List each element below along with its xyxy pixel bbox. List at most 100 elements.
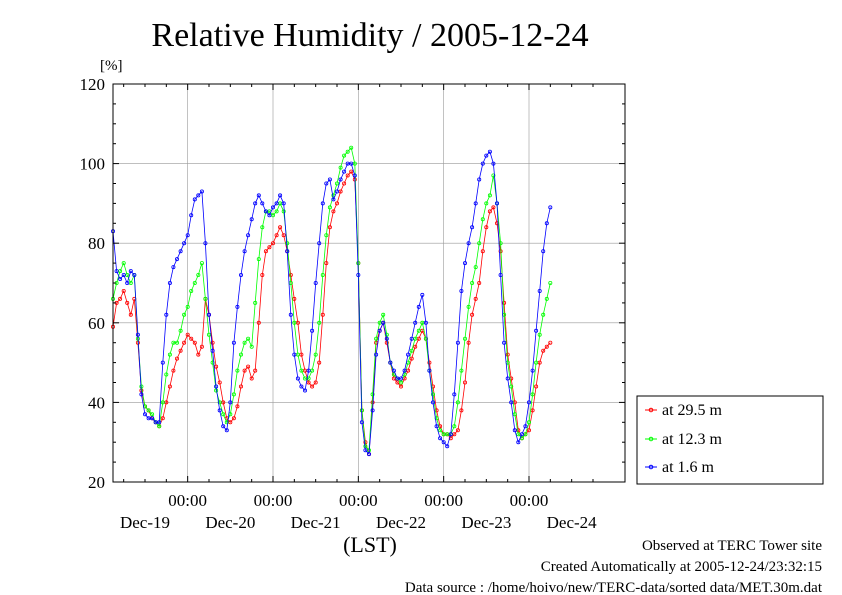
data-point (527, 400, 532, 405)
legend-label-1m: at 1.6 m (662, 459, 715, 476)
data-point (370, 408, 375, 413)
data-point (285, 241, 290, 246)
data-point (313, 380, 318, 385)
data-point (324, 261, 329, 266)
data-point (160, 416, 165, 421)
data-point (441, 440, 446, 445)
data-point (345, 173, 350, 178)
data-point (199, 344, 204, 349)
data-point (167, 352, 172, 357)
x-day-label: Dec-22 (376, 513, 426, 532)
data-point (118, 276, 123, 281)
data-point (231, 340, 236, 345)
data-point (238, 272, 243, 277)
x-time-label: 00:00 (254, 491, 293, 510)
x-time-label: 00:00 (510, 491, 549, 510)
data-point (224, 420, 229, 425)
data-point (473, 296, 478, 301)
data-point (267, 245, 272, 250)
data-point (210, 340, 215, 345)
x-axis-label: (LST) (343, 532, 397, 557)
data-point (185, 332, 190, 337)
data-point (423, 336, 428, 341)
data-point (199, 189, 204, 194)
data-point (246, 336, 251, 341)
data-point (178, 249, 183, 254)
data-point (342, 169, 347, 174)
data-point (480, 249, 485, 254)
data-point (438, 428, 443, 433)
data-point (384, 332, 389, 337)
data-point (203, 296, 208, 301)
data-point (505, 376, 510, 381)
data-point (541, 249, 546, 254)
y-tick-label: 80 (88, 234, 105, 253)
data-point (125, 300, 130, 305)
data-point (445, 444, 450, 449)
data-point (292, 320, 297, 325)
data-point (480, 217, 485, 222)
data-point (302, 388, 307, 393)
data-point (121, 288, 126, 293)
y-tick-label: 60 (88, 314, 105, 333)
data-point (377, 328, 382, 333)
data-point (381, 320, 386, 325)
data-point (174, 340, 179, 345)
data-point (462, 380, 467, 385)
data-point (505, 352, 510, 357)
data-point (416, 304, 421, 309)
data-point (530, 408, 535, 413)
data-point (203, 241, 208, 246)
data-point (477, 280, 482, 285)
data-point (178, 328, 183, 333)
series-line-1 (112, 146, 551, 452)
data-point (185, 233, 190, 238)
data-point (484, 225, 489, 230)
data-point (210, 348, 215, 353)
data-point (548, 280, 553, 285)
data-point (249, 344, 254, 349)
data-point (199, 261, 204, 266)
data-point (527, 428, 532, 433)
data-point (320, 201, 325, 206)
data-point (487, 149, 492, 154)
grid-lines (113, 84, 625, 482)
y-tick-label: 120 (80, 75, 106, 94)
x-day-label: Dec-21 (291, 513, 341, 532)
data-point (214, 384, 219, 389)
data-point (534, 384, 539, 389)
data-point (324, 233, 329, 238)
data-point (114, 269, 119, 274)
data-point (281, 209, 286, 214)
data-point (157, 424, 162, 429)
data-point (349, 145, 354, 150)
data-point (406, 352, 411, 357)
data-point (196, 352, 201, 357)
data-point (363, 448, 368, 453)
data-point (519, 432, 524, 437)
data-point (238, 384, 243, 389)
data-point (427, 360, 432, 365)
data-point (288, 272, 293, 277)
data-point (530, 368, 535, 373)
data-point (285, 249, 290, 254)
data-point (541, 312, 546, 317)
footer-source: Data source : /home/hoivo/new/TERC-data/… (405, 580, 823, 595)
data-point (334, 189, 339, 194)
data-point (548, 340, 553, 345)
x-time-label: 00:00 (424, 491, 463, 510)
data-point (171, 340, 176, 345)
data-point (398, 376, 403, 381)
data-point (320, 312, 325, 317)
data-point (246, 233, 251, 238)
data-point (487, 209, 492, 214)
series-line-2 (112, 150, 551, 456)
data-point (491, 173, 496, 178)
data-point (477, 177, 482, 182)
data-point (352, 173, 357, 178)
data-point (338, 177, 343, 182)
data-point (512, 428, 517, 433)
data-point (221, 412, 226, 417)
data-point (189, 288, 194, 293)
